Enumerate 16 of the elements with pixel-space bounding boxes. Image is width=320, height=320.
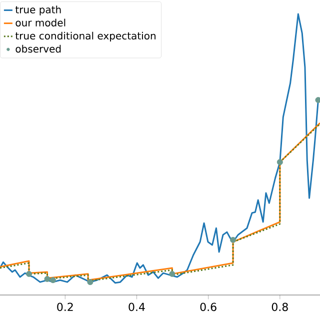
x-tick-label: 0.6 <box>200 302 216 312</box>
legend-label: true path <box>15 6 61 16</box>
point <box>230 236 236 243</box>
point <box>276 159 283 166</box>
legend-label: observed <box>16 44 61 53</box>
point <box>44 276 50 282</box>
point <box>87 279 94 286</box>
x-tick-label: 0.2 <box>57 302 73 312</box>
x-tick-label: 0.4 <box>128 302 145 312</box>
point <box>315 97 320 104</box>
legend-label: our model <box>16 18 66 26</box>
x-tick-label: 0.8 <box>272 302 288 312</box>
point <box>50 277 56 284</box>
point <box>26 270 32 277</box>
legend-label: true conditional expectation <box>15 32 156 42</box>
point <box>169 270 176 277</box>
